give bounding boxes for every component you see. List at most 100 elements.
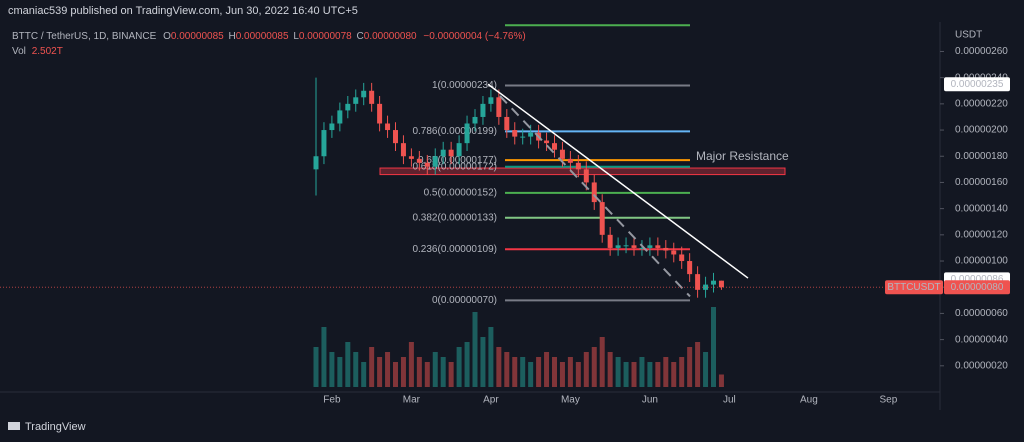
volume-bar — [520, 357, 526, 387]
logo-text: TradingView — [25, 421, 86, 433]
candle-body — [408, 156, 414, 159]
volume-bar — [695, 342, 701, 387]
volume-bar — [385, 352, 391, 387]
volume-bar — [639, 357, 645, 387]
candle-body — [424, 162, 430, 167]
candle-body — [472, 116, 478, 124]
logo-icon — [8, 422, 20, 430]
price-label: 0.00000235 — [951, 79, 1004, 90]
candle-body — [321, 130, 327, 157]
candle-body — [639, 247, 645, 249]
volume-bar — [552, 357, 557, 387]
volume-bar — [567, 357, 573, 387]
candle-body — [591, 182, 597, 203]
trendline — [487, 83, 749, 279]
candle-body — [599, 202, 605, 235]
candle-body — [687, 261, 693, 275]
legend: BTTC / TetherUS, 1D, BINANCE O0.00000085… — [12, 31, 526, 42]
volume-bar — [623, 362, 629, 387]
volume-bar — [393, 362, 398, 387]
volume-bar — [583, 352, 589, 387]
candle-body — [671, 250, 677, 255]
volume-bar — [655, 362, 661, 387]
y-tick-label: 0.00000060 — [955, 308, 1008, 319]
volume-bar — [456, 347, 462, 387]
y-tick-label: 0.00000020 — [955, 360, 1008, 371]
candle-body — [718, 280, 724, 288]
candle-body — [528, 132, 534, 137]
candle-body — [440, 149, 446, 157]
price-label: 0.00000080 — [951, 282, 1004, 293]
candle-body — [369, 90, 375, 104]
volume-bar — [337, 357, 343, 387]
currency: USDT — [955, 30, 982, 41]
fib-label: 0.382(0.00000133) — [412, 212, 497, 223]
price-label-box — [944, 280, 1010, 295]
volume-bar — [504, 352, 510, 387]
candle-body — [456, 143, 462, 157]
candle-body — [385, 123, 391, 131]
ohlc-key: O — [163, 31, 171, 42]
price-label-box — [944, 77, 1010, 92]
x-tick-label: May — [561, 395, 580, 406]
candle-body — [448, 149, 454, 157]
candle-body — [520, 136, 526, 138]
volume-bar — [408, 342, 414, 387]
volume-bar — [512, 357, 518, 387]
volume-bar — [687, 347, 693, 387]
volume-bar — [369, 347, 375, 387]
candle-body — [377, 103, 383, 124]
fib-label: 0.236(0.00000109) — [412, 244, 497, 255]
ohlc-value: 0.00000085 — [171, 31, 224, 42]
volume-bar — [544, 352, 550, 387]
volume-bar — [440, 357, 446, 387]
volume-bar — [711, 307, 716, 387]
volume-bar — [448, 362, 454, 387]
candle-body — [567, 158, 573, 163]
volume-bar — [496, 347, 502, 387]
volume-bar — [615, 357, 621, 387]
volume-bar — [329, 352, 335, 387]
candle-body — [504, 116, 510, 131]
volume-bar — [313, 347, 319, 387]
candle-body — [663, 247, 669, 251]
fib-label: 0.65(0.00000177) — [418, 155, 497, 166]
volume-name: Vol — [12, 46, 26, 57]
y-tick-label: 0.00000120 — [955, 229, 1008, 240]
candle-body — [607, 234, 613, 248]
candle-body — [583, 169, 589, 183]
ohlc-value: 0.00000078 — [299, 31, 352, 42]
ohlc-key: L — [293, 31, 299, 42]
y-tick-label: 0.00000140 — [955, 203, 1008, 214]
candle-body — [623, 245, 629, 247]
candle-body — [353, 97, 359, 104]
x-tick-label: Mar — [403, 395, 421, 406]
candle-body — [416, 158, 422, 163]
candle-body — [432, 156, 438, 167]
candle-body — [345, 103, 351, 111]
x-tick-label: Sep — [880, 395, 898, 406]
candle-body — [615, 245, 621, 248]
fib-label: 0.786(0.00000199) — [412, 126, 497, 137]
candle-body — [400, 143, 406, 157]
fib-label: 0.5(0.00000152) — [424, 188, 497, 199]
volume-bar — [599, 337, 605, 387]
candle-body — [559, 149, 565, 159]
resistance-zone — [379, 167, 786, 176]
volume-bar — [671, 362, 677, 387]
volume-bar — [575, 362, 581, 387]
candle-body — [313, 156, 319, 170]
y-tick-label: 0.00000180 — [955, 151, 1008, 162]
symbol-tag: BTTCUSDT — [887, 282, 940, 293]
volume-bar — [361, 362, 367, 387]
symbol-tag-box — [885, 280, 943, 295]
candle-body — [337, 110, 343, 124]
volume-bar — [432, 352, 438, 387]
volume-bar — [718, 374, 724, 387]
volume-bar — [321, 327, 327, 387]
y-tick-label: 0.00000160 — [955, 177, 1008, 188]
volume-bar — [377, 357, 383, 387]
volume-bar — [559, 362, 565, 387]
candle-body — [552, 143, 557, 150]
